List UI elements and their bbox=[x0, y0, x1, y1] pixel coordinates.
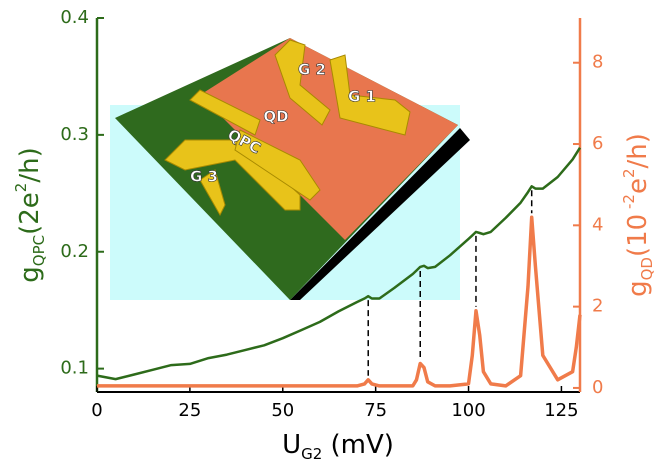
y2-axis-label-part: (10 bbox=[623, 214, 653, 257]
y2-axis-label-part: e bbox=[623, 178, 653, 194]
x-tick-label: 25 bbox=[178, 400, 201, 421]
y2-tick-label: 8 bbox=[592, 52, 603, 73]
x-tick-label: 100 bbox=[451, 400, 485, 421]
inset-label: G 1 bbox=[348, 88, 376, 106]
y2-tick-label: 6 bbox=[592, 133, 603, 154]
inset-label: G 2 bbox=[298, 61, 326, 79]
y2-tick-label: 0 bbox=[592, 377, 603, 398]
data-line bbox=[97, 215, 582, 388]
y-axis-label-part: g bbox=[15, 266, 45, 283]
inset-label: QD bbox=[263, 108, 288, 126]
x-axis-label-part: (mV) bbox=[322, 430, 394, 460]
y-axis-label-part: (2e bbox=[15, 192, 45, 235]
data-line bbox=[96, 147, 582, 381]
y-axis-label: gQPC(2e2/h) bbox=[12, 147, 48, 282]
x-tick-label: 75 bbox=[364, 400, 387, 421]
y2-axis-label-part: QD bbox=[638, 257, 656, 280]
y2-tick-label: 2 bbox=[592, 296, 603, 317]
inset-label: G 3 bbox=[190, 168, 218, 186]
y-axis-label-part: 2 bbox=[12, 183, 30, 193]
y-axis-label-part: QPC bbox=[30, 235, 48, 266]
x-axis-label-part: U bbox=[282, 430, 301, 460]
y-axis-label-part: /h) bbox=[15, 147, 45, 182]
y2-tick-label: 4 bbox=[592, 214, 603, 235]
y2-axis-label-part: -2 bbox=[620, 194, 638, 214]
y2-axis-label: gQD(10 -2e2/h) bbox=[620, 133, 656, 297]
x-tick-label: 50 bbox=[271, 400, 294, 421]
x-axis-label: UG2 (mV) bbox=[282, 430, 394, 463]
y2-axis-label-part: 2 bbox=[620, 169, 638, 179]
y-tick-label: 0.2 bbox=[60, 241, 89, 262]
x-tick-label: 0 bbox=[91, 400, 102, 421]
inset-image bbox=[110, 38, 470, 300]
y-tick-label: 0.4 bbox=[60, 7, 89, 28]
x-tick-label: 125 bbox=[544, 400, 578, 421]
y2-axis-label-part: /h) bbox=[623, 133, 653, 168]
x-axis-label-part: G2 bbox=[301, 445, 322, 463]
y2-axis-label-part: g bbox=[623, 280, 653, 297]
y-tick-label: 0.1 bbox=[60, 358, 89, 379]
y-tick-label: 0.3 bbox=[60, 124, 89, 145]
